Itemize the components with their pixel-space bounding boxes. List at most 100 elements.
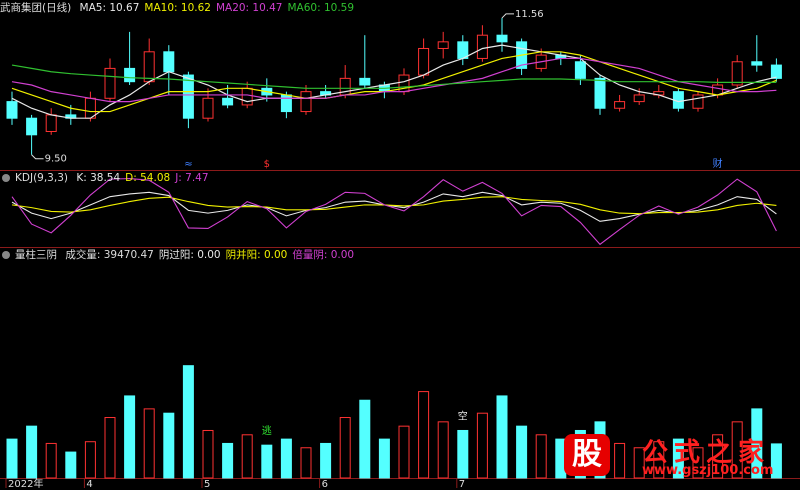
- candle-body: [163, 51, 175, 73]
- candle-body: [633, 94, 645, 103]
- volume-bar: [672, 438, 684, 479]
- candle-body: [594, 77, 606, 109]
- legend-entry: MA10: 10.62: [144, 2, 211, 14]
- max-label: 11.56: [515, 9, 544, 20]
- volume-bar: [222, 442, 234, 479]
- volume-bar: [516, 425, 528, 479]
- legend-entry: 倍量阴: 0.00: [292, 249, 355, 261]
- candle-body: [104, 67, 116, 99]
- kdj-line: [11, 178, 777, 246]
- legend: MA5: 10.67 MA10: 10.62 MA20: 10.47 MA60: 10…: [80, 2, 360, 14]
- panel-title: KDJ(9,3,3): [15, 172, 68, 184]
- volume-bar: [751, 408, 763, 479]
- kdj-header: KDJ(9,3,3) K: 38.54 D: 54.08 J: 7.47: [0, 171, 219, 185]
- volume-bar: [202, 429, 214, 479]
- candle-body: [6, 101, 18, 119]
- volume-bar: [496, 395, 508, 479]
- legend-entry: 成交量: 39470.47: [65, 249, 154, 261]
- volume-bar: [124, 395, 136, 479]
- ma-line: [11, 64, 777, 89]
- x-tick-label: 5: [204, 479, 210, 490]
- volume-bar: [633, 447, 645, 479]
- candle-body: [574, 61, 586, 79]
- volume-bar: [6, 438, 18, 479]
- signal-label: 财: [713, 157, 723, 170]
- volume-bar: [182, 365, 194, 479]
- legend-entry: J: 7.47: [175, 172, 209, 184]
- legend-entry: MA60: 10.59: [287, 2, 355, 14]
- kdj-line: [11, 196, 777, 215]
- volume-bar: [84, 441, 96, 479]
- candle-body: [457, 41, 469, 59]
- volume-bar: [457, 429, 469, 479]
- x-tick-label: 7: [459, 479, 465, 490]
- volume-bar: [45, 442, 57, 479]
- volume-bar: [320, 442, 332, 479]
- legend: K: 38.54 D: 54.08 J: 7.47: [76, 172, 213, 184]
- legend-entry: 阴并阳: 0.00: [225, 249, 288, 261]
- candle-body: [280, 94, 292, 113]
- signal-label: 空: [458, 409, 468, 422]
- volume-bar: [653, 441, 665, 479]
- volume-bar: [359, 399, 371, 479]
- x-tick-label: 4: [86, 479, 92, 490]
- watermark-icon: 股: [564, 434, 610, 476]
- kdj-line: [11, 191, 777, 222]
- candle-body: [45, 114, 57, 132]
- candle-body: [124, 67, 136, 83]
- legend-entry: MA20: 10.47: [215, 2, 283, 14]
- candle-body: [770, 64, 782, 79]
- x-tick-label: 2022年: [8, 477, 43, 490]
- candle-body: [202, 97, 214, 119]
- chart-title: 武商集团(日线): [0, 2, 72, 14]
- volume-bar: [280, 438, 292, 479]
- min-label: 9.50: [45, 154, 67, 165]
- candle-body: [751, 61, 763, 66]
- volume-bar: [163, 412, 175, 479]
- volume-bar: [65, 451, 77, 479]
- volume-bar: [476, 412, 488, 479]
- volume-bar: [26, 425, 38, 479]
- candle-body: [359, 77, 371, 86]
- volume-bar: [241, 434, 253, 479]
- volume-header: 量柱三阴 成交量: 39470.47 阴过阳: 0.00 阴并阳: 0.00 倍量阴:…: [0, 248, 364, 262]
- candle-body: [182, 74, 194, 119]
- x-tick-label: 6: [322, 479, 328, 490]
- watermark-url: www.gszj100.com: [642, 463, 774, 478]
- panel-title: 量柱三阴: [15, 249, 57, 261]
- ma-line: [11, 57, 777, 103]
- volume-bar: [104, 417, 116, 479]
- candle-body: [692, 94, 704, 109]
- ma-line: [11, 51, 777, 113]
- legend-entry: MA5: 10.67: [79, 2, 140, 14]
- ma-line: [11, 44, 777, 119]
- signal-label: ≈: [184, 159, 192, 170]
- volume-bar: [261, 444, 273, 479]
- volume-bar: [378, 438, 390, 479]
- candle-body: [26, 117, 38, 136]
- legend: 成交量: 39470.47 阴过阳: 0.00 阴并阳: 0.00 倍量阴: 0.00: [65, 249, 359, 261]
- candle-body: [731, 61, 743, 86]
- candle-body: [241, 87, 253, 106]
- volume-bar: [339, 417, 351, 479]
- candle-body: [222, 97, 234, 106]
- signal-label: $: [264, 159, 270, 170]
- volume-bar: [418, 391, 430, 479]
- min-pointer: [31, 154, 44, 160]
- watermark: 股 公式之家 www.gszj100.com: [556, 434, 792, 478]
- candle-body: [437, 41, 449, 49]
- panel-icon: [2, 174, 10, 182]
- volume-bar: [692, 447, 704, 479]
- legend-entry: K: 38.54: [76, 172, 121, 184]
- candle-body: [496, 34, 508, 43]
- price-header: 武商集团(日线) MA5: 10.67 MA10: 10.62 MA20: 10.4…: [0, 1, 364, 15]
- volume-bar: [770, 443, 782, 479]
- volume-bar: [398, 425, 410, 479]
- panel-icon: [2, 251, 10, 259]
- signal-label: 逃: [262, 424, 272, 437]
- max-pointer: [501, 13, 514, 19]
- volume-bar: [535, 434, 547, 479]
- volume-bar: [731, 421, 743, 479]
